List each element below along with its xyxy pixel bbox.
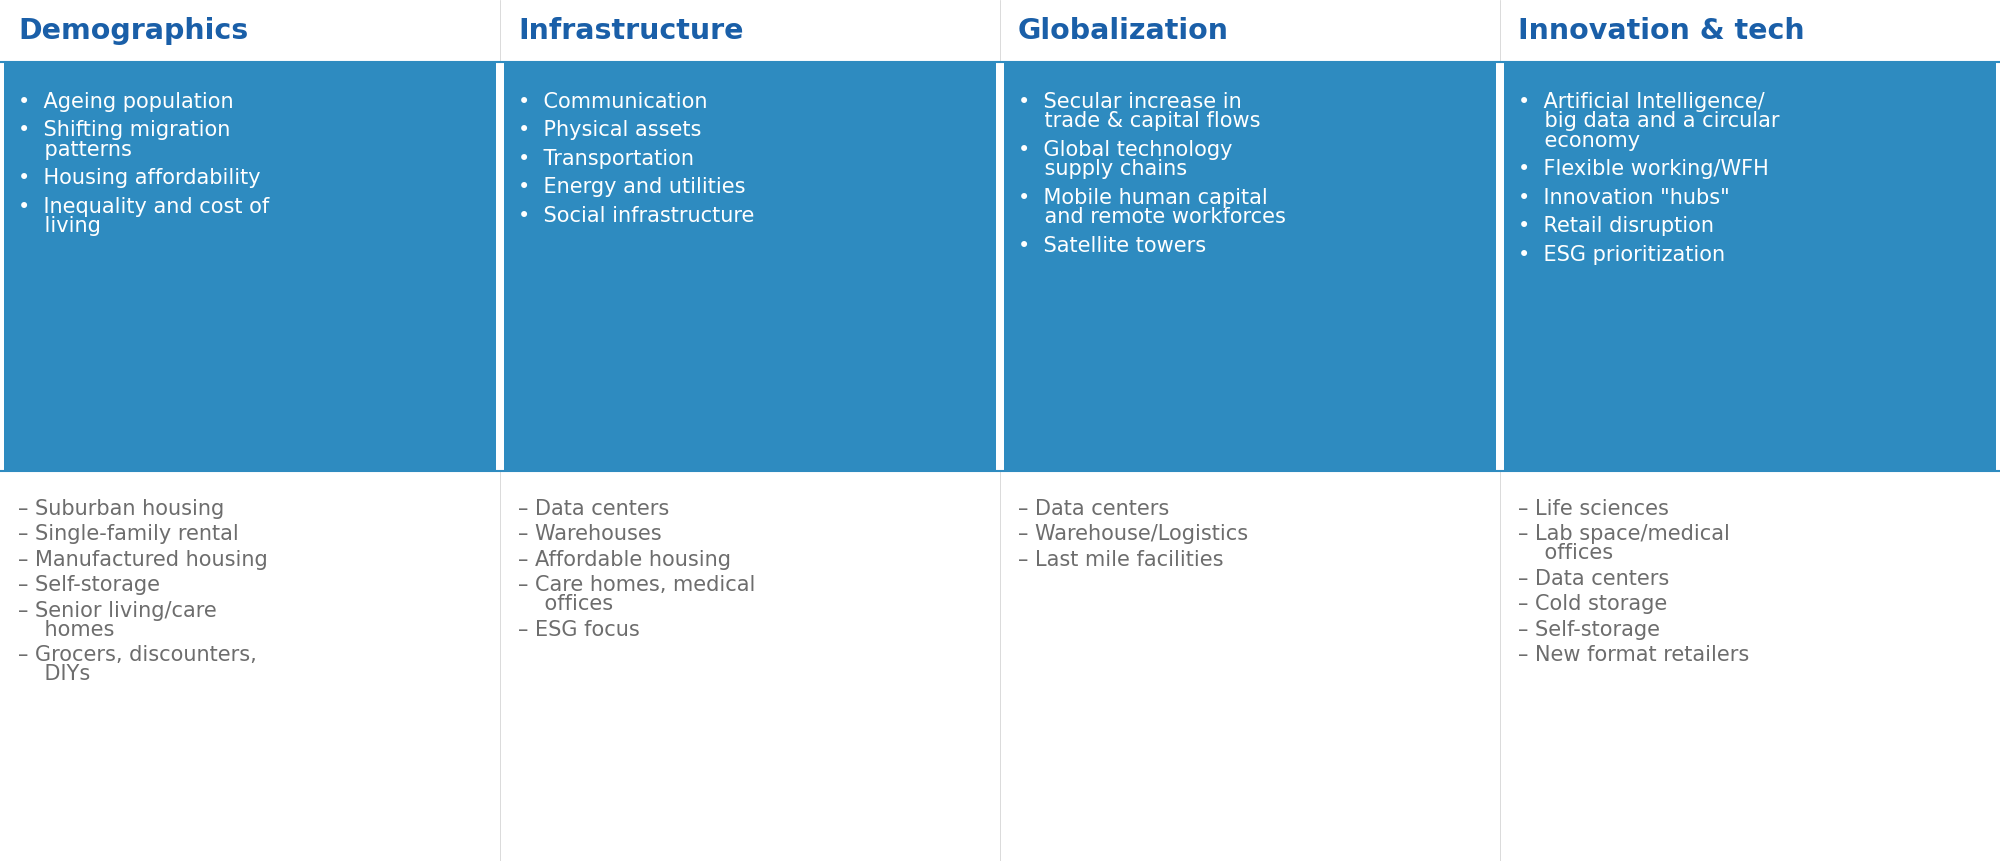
Text: Demographics: Demographics (18, 17, 248, 45)
Text: – Last mile facilities: – Last mile facilities (1018, 550, 1224, 570)
Text: DIYs: DIYs (18, 665, 90, 684)
Text: economy: economy (1518, 131, 1640, 151)
Text: •  Retail disruption: • Retail disruption (1518, 216, 1714, 237)
Text: – Data centers: – Data centers (1518, 569, 1670, 589)
Text: •  Satellite towers: • Satellite towers (1018, 236, 1206, 256)
Text: offices: offices (1518, 543, 1614, 563)
Text: offices: offices (518, 594, 614, 615)
Text: – Grocers, discounters,: – Grocers, discounters, (18, 646, 256, 666)
Text: supply chains: supply chains (1018, 159, 1188, 179)
Text: – Cold storage: – Cold storage (1518, 594, 1668, 615)
Text: – Single-family rental: – Single-family rental (18, 524, 238, 544)
Text: •  Global technology: • Global technology (1018, 140, 1232, 160)
Text: – Senior living/care: – Senior living/care (18, 601, 216, 621)
Text: •  Innovation "hubs": • Innovation "hubs" (1518, 188, 1730, 208)
Text: – Self-storage: – Self-storage (1518, 620, 1660, 640)
Text: •  Social infrastructure: • Social infrastructure (518, 206, 754, 226)
Text: and remote workforces: and remote workforces (1018, 208, 1286, 227)
Text: •  ESG prioritization: • ESG prioritization (1518, 245, 1726, 265)
Text: Innovation & tech: Innovation & tech (1518, 17, 1804, 45)
Text: – New format retailers: – New format retailers (1518, 646, 1750, 666)
Text: •  Communication: • Communication (518, 92, 708, 112)
Text: •  Transportation: • Transportation (518, 149, 694, 169)
FancyBboxPatch shape (1504, 62, 1996, 471)
Text: •  Inequality and cost of: • Inequality and cost of (18, 197, 270, 217)
FancyBboxPatch shape (4, 62, 496, 471)
Text: – Data centers: – Data centers (518, 499, 670, 519)
Text: •  Mobile human capital: • Mobile human capital (1018, 188, 1268, 208)
Text: •  Artificial Intelligence/: • Artificial Intelligence/ (1518, 92, 1764, 112)
Text: – ESG focus: – ESG focus (518, 620, 640, 640)
Text: – Lab space/medical: – Lab space/medical (1518, 524, 1730, 544)
Text: trade & capital flows: trade & capital flows (1018, 111, 1260, 132)
Text: – Warehouses: – Warehouses (518, 524, 662, 544)
Text: •  Energy and utilities: • Energy and utilities (518, 177, 746, 197)
Text: •  Ageing population: • Ageing population (18, 92, 234, 112)
Text: – Self-storage: – Self-storage (18, 575, 160, 596)
Text: – Life sciences: – Life sciences (1518, 499, 1668, 519)
Text: – Manufactured housing: – Manufactured housing (18, 550, 268, 570)
Text: Infrastructure: Infrastructure (518, 17, 744, 45)
Text: – Affordable housing: – Affordable housing (518, 550, 732, 570)
Text: homes: homes (18, 620, 114, 640)
Text: •  Flexible working/WFH: • Flexible working/WFH (1518, 159, 1768, 179)
Text: – Care homes, medical: – Care homes, medical (518, 575, 756, 596)
Text: – Suburban housing: – Suburban housing (18, 499, 224, 519)
Text: •  Housing affordability: • Housing affordability (18, 169, 260, 189)
Text: living: living (18, 216, 100, 237)
FancyBboxPatch shape (1004, 62, 1496, 471)
Text: •  Shifting migration: • Shifting migration (18, 121, 230, 140)
Text: – Data centers: – Data centers (1018, 499, 1170, 519)
Text: Globalization: Globalization (1018, 17, 1228, 45)
FancyBboxPatch shape (504, 62, 996, 471)
Text: patterns: patterns (18, 140, 132, 160)
Text: •  Secular increase in: • Secular increase in (1018, 92, 1242, 112)
Text: – Warehouse/Logistics: – Warehouse/Logistics (1018, 524, 1248, 544)
Text: •  Physical assets: • Physical assets (518, 121, 702, 140)
Text: big data and a circular: big data and a circular (1518, 111, 1780, 132)
